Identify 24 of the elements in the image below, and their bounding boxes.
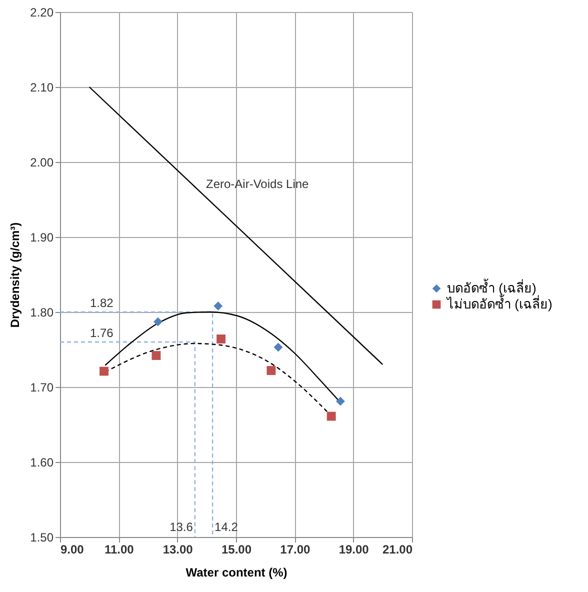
- y-tick-label: 1.50: [30, 530, 54, 544]
- annotation: 14.2: [214, 520, 238, 534]
- y-axis-title: Drydensity (g/cm³): [8, 222, 22, 328]
- annotation: 1.82: [90, 296, 114, 310]
- x-tick-label: 15.00: [221, 542, 252, 556]
- x-tick-label: 9.00: [60, 542, 84, 556]
- x-axis-title: Water content (%): [186, 566, 288, 580]
- y-tick-label: 2.00: [30, 156, 54, 170]
- y-tick-label: 1.70: [30, 380, 54, 394]
- x-tick-label: 13.00: [162, 542, 194, 556]
- x-tick-label: 19.00: [338, 542, 370, 556]
- series-label: Zero-Air-Voids Line: [206, 176, 310, 191]
- y-tick-label: 1.90: [30, 230, 54, 244]
- y-tick-label: 1.60: [30, 456, 54, 470]
- y-tick-label: 2.10: [30, 80, 54, 94]
- y-tick-label: 2.20: [30, 6, 54, 20]
- x-tick-label: 21.00: [382, 542, 413, 556]
- legend-label: ไม่บดอัดซ้ำ (เฉลี่ย): [446, 294, 552, 312]
- annotation: 1.76: [90, 326, 114, 340]
- x-tick-label: 11.00: [104, 542, 134, 556]
- legend-label: บดอัดซ้ำ (เฉลี่ย): [447, 278, 536, 296]
- annotation: 13.6: [170, 520, 194, 534]
- y-tick-label: 1.80: [30, 306, 54, 320]
- x-tick-label: 17.00: [280, 542, 311, 556]
